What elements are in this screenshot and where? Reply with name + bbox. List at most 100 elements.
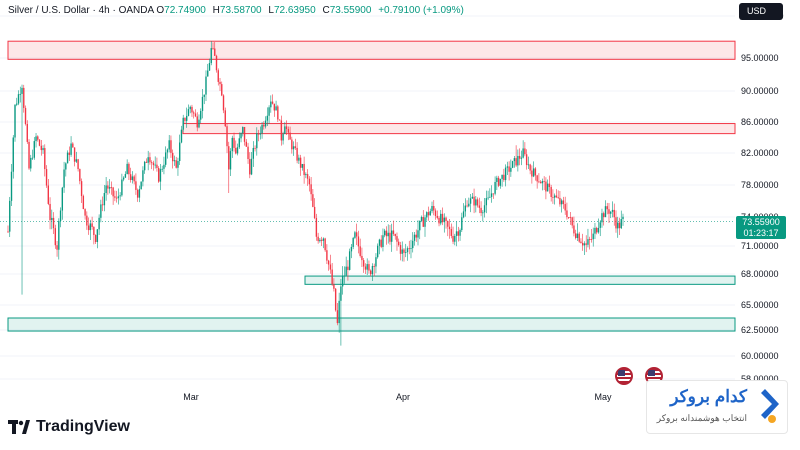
candle-body bbox=[256, 133, 258, 149]
candle-body bbox=[461, 217, 463, 231]
candle-body bbox=[52, 217, 55, 229]
candle-body bbox=[56, 245, 58, 250]
candle-body bbox=[9, 200, 11, 232]
candle-body bbox=[249, 159, 251, 175]
resistance-zone[interactable] bbox=[7, 40, 736, 60]
candle-body bbox=[359, 246, 361, 256]
watermark-name: کدام بروکر bbox=[670, 387, 747, 406]
symbol-label[interactable]: Silver / U.S. Dollar · 4h · OANDA bbox=[8, 5, 154, 16]
candle-body bbox=[312, 194, 314, 207]
candle-body bbox=[207, 70, 209, 77]
candle-body bbox=[597, 227, 600, 233]
candle-body bbox=[357, 236, 360, 247]
candle-body bbox=[389, 232, 391, 242]
candle-body bbox=[529, 164, 531, 171]
candle-body bbox=[264, 120, 267, 127]
candle-body bbox=[599, 222, 601, 228]
candle-body bbox=[338, 300, 340, 324]
candle-body bbox=[348, 251, 351, 270]
candle-body bbox=[126, 163, 128, 175]
candle-body bbox=[289, 132, 291, 140]
candle-body bbox=[492, 193, 495, 195]
candle-body bbox=[87, 225, 90, 231]
candle-body bbox=[589, 239, 591, 240]
tradingview-logo[interactable]: TradingView bbox=[8, 418, 130, 436]
candle-body bbox=[110, 187, 113, 188]
candle-body bbox=[215, 55, 218, 71]
candle-body bbox=[450, 229, 452, 236]
candle-body bbox=[129, 174, 132, 180]
candle-body bbox=[35, 136, 37, 142]
candle-body bbox=[587, 239, 589, 245]
candle-body bbox=[98, 217, 100, 230]
candle-body bbox=[164, 152, 167, 165]
candle-body bbox=[236, 147, 239, 154]
candle-body bbox=[61, 187, 64, 211]
candle-body bbox=[301, 163, 304, 168]
candle-body bbox=[422, 217, 424, 227]
watermark-tagline: انتخاب هوشمندانه بروکر bbox=[656, 413, 747, 423]
candle-body bbox=[566, 210, 568, 218]
candle-body bbox=[315, 217, 318, 237]
candle-body bbox=[464, 205, 467, 212]
candle-body bbox=[38, 139, 41, 146]
candle-body bbox=[387, 232, 389, 237]
candle-body bbox=[157, 168, 160, 182]
candle-body bbox=[184, 117, 186, 121]
candle-body bbox=[177, 161, 179, 168]
currency-button[interactable]: USD bbox=[739, 3, 783, 20]
high-label: H bbox=[212, 5, 220, 16]
candle-body bbox=[517, 155, 519, 166]
candle-body bbox=[180, 129, 183, 143]
candle-body bbox=[75, 159, 78, 162]
support-zone[interactable] bbox=[304, 275, 736, 285]
candle-body bbox=[278, 119, 281, 121]
candle-body bbox=[459, 230, 461, 236]
candle-body bbox=[147, 157, 149, 163]
y-tick-label: 65.00000 bbox=[741, 300, 779, 310]
candle-body bbox=[417, 230, 419, 238]
candle-body bbox=[377, 245, 379, 258]
candle-body bbox=[247, 146, 249, 160]
candle-body bbox=[398, 241, 400, 246]
candle-body bbox=[270, 101, 272, 108]
candle-body bbox=[49, 203, 51, 221]
candle-body bbox=[405, 252, 407, 253]
candle-body bbox=[350, 246, 353, 252]
candle-body bbox=[45, 169, 48, 186]
us-flag-icon[interactable] bbox=[615, 367, 633, 385]
candle-body bbox=[319, 239, 321, 242]
candle-body bbox=[259, 133, 262, 135]
candle-body bbox=[415, 234, 417, 238]
candle-body bbox=[73, 147, 76, 162]
candle-body bbox=[275, 106, 277, 111]
candle-body bbox=[334, 288, 337, 311]
candle-body bbox=[382, 235, 384, 247]
candle-body bbox=[520, 157, 523, 159]
candle-body bbox=[522, 148, 524, 158]
candle-body bbox=[17, 94, 20, 104]
support-zone[interactable] bbox=[7, 317, 736, 332]
candle-body bbox=[343, 275, 346, 277]
candle-body bbox=[12, 137, 14, 172]
candle-body bbox=[150, 162, 153, 164]
y-tick-label: 82.00000 bbox=[741, 148, 779, 158]
candle-body bbox=[58, 221, 60, 250]
candle-body bbox=[534, 168, 537, 176]
candle-body bbox=[441, 213, 444, 223]
candle-body bbox=[108, 187, 111, 189]
candle-body bbox=[608, 209, 610, 214]
candle-body bbox=[94, 235, 97, 242]
candle-body bbox=[201, 96, 204, 111]
candle-body bbox=[482, 212, 484, 214]
candle-body bbox=[403, 249, 405, 253]
candle-body bbox=[622, 216, 624, 220]
candle-body bbox=[443, 217, 445, 223]
candle-body bbox=[89, 223, 92, 231]
candle-body bbox=[541, 180, 544, 184]
candle-body bbox=[419, 220, 421, 231]
candle-body bbox=[224, 110, 226, 127]
candle-body bbox=[329, 264, 332, 270]
candle-body bbox=[273, 103, 276, 111]
